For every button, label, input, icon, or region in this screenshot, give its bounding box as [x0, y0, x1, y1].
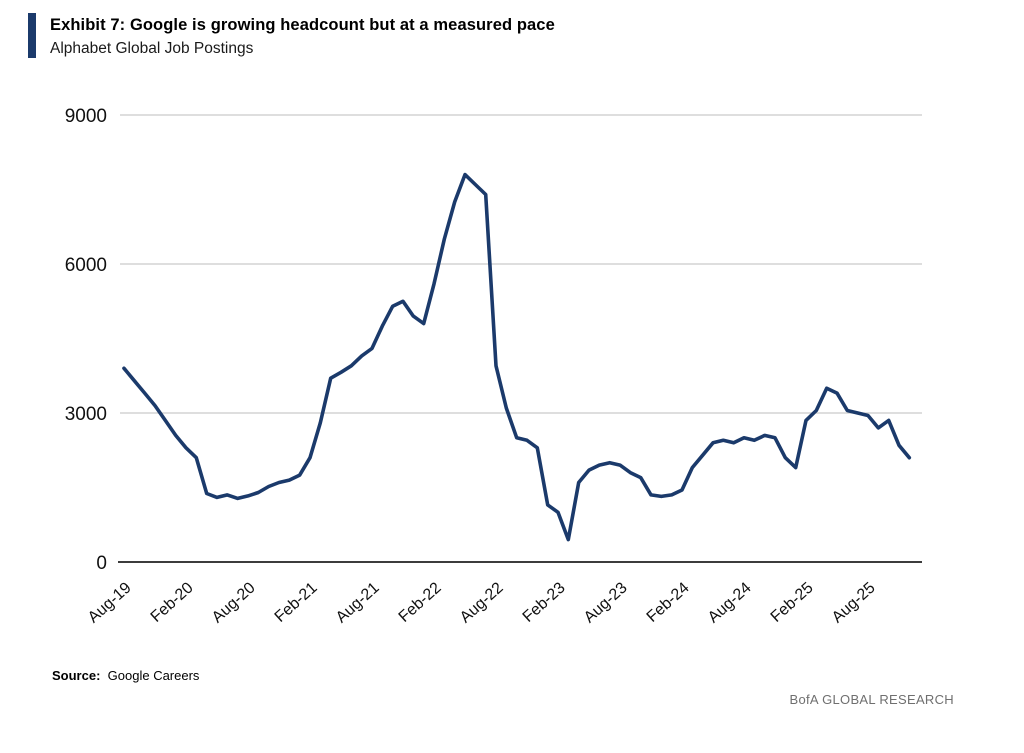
y-tick-label: 0 — [96, 553, 107, 574]
y-tick-label: 6000 — [65, 255, 107, 276]
x-tick-label: Aug-20 — [209, 579, 259, 626]
x-tick-label: Aug-24 — [705, 579, 755, 626]
series-line — [122, 172, 912, 542]
x-tick-label: Aug-23 — [581, 579, 631, 626]
bofa-branding: BofA GLOBAL RESEARCH — [789, 692, 954, 707]
source-text: Google Careers — [104, 668, 200, 683]
y-tick-label: 9000 — [65, 106, 107, 127]
x-tick-label: Feb-25 — [768, 579, 817, 626]
source-value: Google Careers — [107, 668, 200, 683]
x-tick-label: Aug-22 — [457, 579, 507, 626]
accent-bar — [28, 13, 36, 58]
exhibit-title: Exhibit 7: Google is growing headcount b… — [50, 16, 555, 34]
x-tick-label: Feb-21 — [272, 579, 321, 626]
x-tick-label: Feb-20 — [148, 579, 197, 626]
title-block: Exhibit 7: Google is growing headcount b… — [50, 13, 555, 58]
x-tick-label: Feb-22 — [396, 579, 445, 626]
source-line: Source: Google Careers — [52, 668, 199, 683]
source-label: Source: — [52, 668, 101, 683]
x-tick-label: Aug-19 — [85, 579, 135, 626]
x-tick-label: Aug-25 — [829, 579, 879, 626]
x-tick-label: Aug-21 — [333, 579, 383, 626]
exhibit-subtitle: Alphabet Global Job Postings — [50, 40, 254, 58]
y-tick-label: 3000 — [65, 404, 107, 425]
x-tick-label: Feb-24 — [644, 579, 693, 626]
exhibit-header: Exhibit 7: Google is growing headcount b… — [28, 13, 555, 58]
x-tick-label: Feb-23 — [520, 579, 569, 626]
